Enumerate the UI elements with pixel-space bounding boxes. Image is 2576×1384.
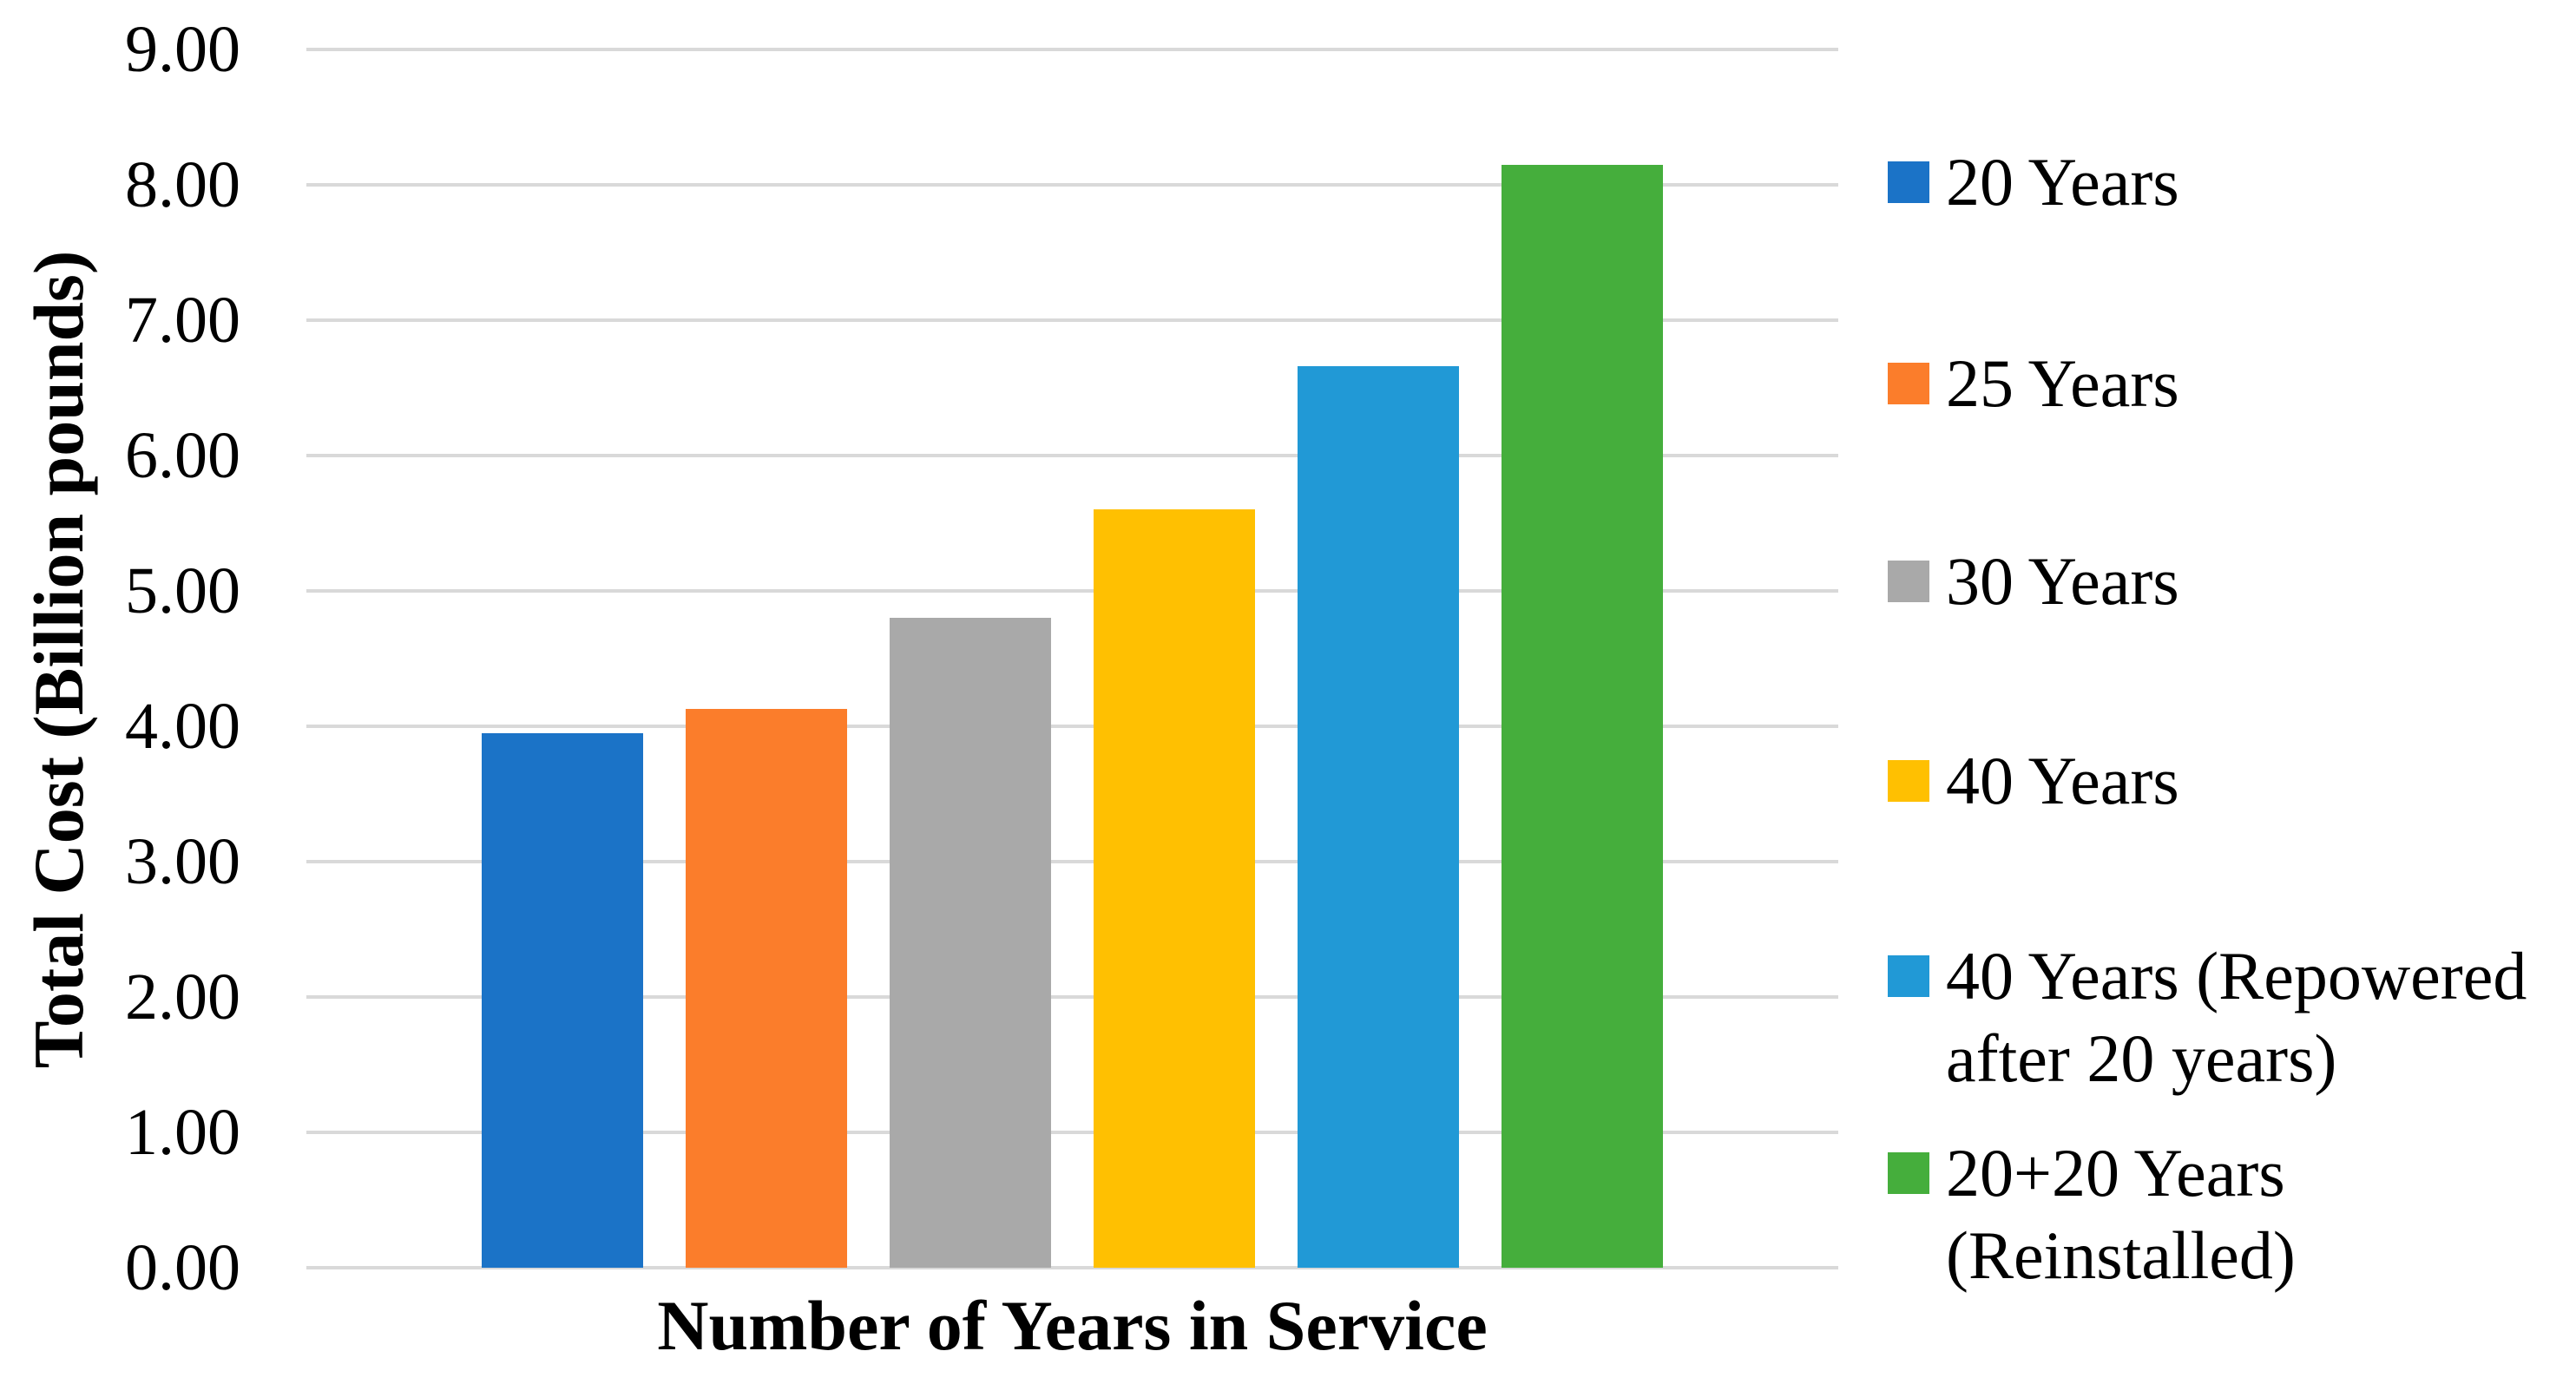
bar-20-20-years-reinstalled <box>1502 164 1663 1268</box>
gridline-9.00 <box>306 48 1838 51</box>
legend-item-25-years: 25 Years <box>1888 342 2179 424</box>
y-tick-label-4.00: 4.00 <box>125 690 240 763</box>
legend-label-20-years: 20 Years <box>1946 144 2179 220</box>
legend-label-20-20-years-reinstalled: 20+20 Years (Reinstalled) <box>1946 1135 2296 1293</box>
gridline-0.00 <box>306 1266 1838 1269</box>
bar-30-years <box>890 618 1051 1268</box>
bar-40-years <box>1094 509 1255 1268</box>
y-tick-label-8.00: 8.00 <box>125 148 240 221</box>
gridline-6.00 <box>306 454 1838 457</box>
bar-25-years <box>686 708 847 1268</box>
legend-swatch-20-20-years-reinstalled <box>1888 1152 1929 1194</box>
bar-40-years-repowered-after-20-years <box>1298 366 1459 1268</box>
gridline-2.00 <box>306 995 1838 999</box>
legend-swatch-40-years <box>1888 760 1929 802</box>
legend-item-40-years-repowered-after-20-years: 40 Years (Repowered after 20 years) <box>1888 935 2571 1099</box>
legend-label-40-years-repowered-after-20-years: 40 Years (Repowered after 20 years) <box>1946 938 2527 1096</box>
gridline-7.00 <box>306 318 1838 322</box>
plot-area <box>306 48 1838 1269</box>
gridline-1.00 <box>306 1131 1838 1134</box>
legend-swatch-25-years <box>1888 363 1929 404</box>
gridline-5.00 <box>306 589 1838 593</box>
legend-label-40-years: 40 Years <box>1946 743 2179 818</box>
y-tick-label-1.00: 1.00 <box>125 1096 240 1169</box>
legend-label-25-years: 25 Years <box>1946 345 2179 421</box>
y-tick-label-9.00: 9.00 <box>125 13 240 86</box>
legend-item-30-years: 30 Years <box>1888 540 2179 622</box>
y-tick-label-5.00: 5.00 <box>125 554 240 627</box>
legend-swatch-30-years <box>1888 561 1929 602</box>
gridline-3.00 <box>306 860 1838 863</box>
legend-item-20-20-years-reinstalled: 20+20 Years (Reinstalled) <box>1888 1131 2571 1296</box>
chart-legend: 20 Years 25 Years 30 Years 40 Years 40 Years… <box>1888 0 2573 1384</box>
y-tick-label-7.00: 7.00 <box>125 284 240 357</box>
y-tick-label-2.00: 2.00 <box>125 961 240 1033</box>
x-axis-title: Number of Years in Service <box>657 1286 1488 1365</box>
bar-20-years <box>482 732 643 1268</box>
legend-swatch-20-years <box>1888 161 1929 203</box>
legend-item-40-years: 40 Years <box>1888 739 2179 822</box>
legend-item-20-years: 20 Years <box>1888 141 2179 223</box>
y-tick-label-3.00: 3.00 <box>125 825 240 898</box>
gridline-4.00 <box>306 725 1838 728</box>
y-axis-title: Total Cost (Billion pounds) <box>19 250 98 1069</box>
y-tick-label-6.00: 6.00 <box>125 419 240 492</box>
y-axis-tick-labels: 9.00 8.00 7.00 6.00 5.00 4.00 3.00 2.00 1.00 0.00 <box>0 15 240 1302</box>
gridline-8.00 <box>306 183 1838 187</box>
legend-label-30-years: 30 Years <box>1946 543 2179 619</box>
legend-swatch-40-years-repowered-after-20-years <box>1888 955 1929 997</box>
y-tick-label-0.00: 0.00 <box>125 1231 240 1304</box>
